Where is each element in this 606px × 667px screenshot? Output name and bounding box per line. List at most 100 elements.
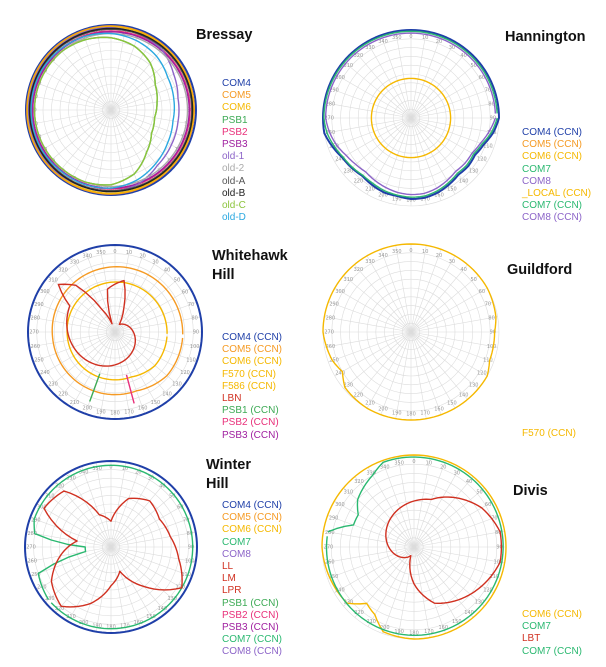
series-line (324, 32, 497, 196)
grid-spoke (95, 109, 112, 194)
legend-entry: COM4 (CCN) (222, 332, 282, 343)
grid-spoke (39, 331, 116, 376)
grid-spoke (410, 245, 427, 333)
angle-tick-label: 340 (380, 464, 390, 470)
legend-entry: COM6 (CCN) (522, 151, 582, 163)
angle-tick-label: 20 (436, 39, 442, 45)
grid-spoke (36, 546, 112, 591)
angle-tick-label: 300 (335, 289, 345, 295)
series-line (28, 27, 194, 193)
angle-tick-label: 110 (186, 357, 196, 363)
grid-spoke (37, 109, 112, 153)
polar-grid (322, 29, 500, 207)
grid-spoke (410, 264, 468, 333)
angle-tick-label: 10 (422, 35, 428, 41)
angle-tick-label: 290 (329, 515, 339, 521)
angle-tick-label: 290 (34, 302, 44, 308)
angle-tick-label: 230 (45, 596, 55, 602)
legend-entry: COM5 (222, 90, 251, 102)
angle-tick-label: 120 (477, 157, 487, 163)
grid-spoke (410, 275, 479, 333)
grid-spoke (110, 546, 196, 563)
grid-spoke (397, 546, 415, 638)
grid-spoke (354, 50, 412, 119)
angle-tick-label: 260 (27, 559, 37, 565)
grid-spoke (36, 503, 112, 548)
series-line (26, 25, 196, 195)
grid-spoke (410, 31, 427, 119)
angle-tick-label: 140 (459, 392, 469, 398)
grid-spoke (114, 331, 182, 389)
legend-entry: F570 (CCN) (522, 428, 576, 439)
series-line (27, 244, 203, 420)
angle-tick-label: 260 (31, 344, 41, 350)
angle-tick-label: 70 (485, 88, 491, 94)
grid-spoke (354, 331, 412, 400)
chart-title: Winter Hill (206, 457, 251, 492)
grid-spoke (354, 117, 412, 186)
angle-tick-label: 320 (55, 483, 65, 489)
grid-spoke (110, 109, 166, 176)
legend-entry: COM7 (522, 621, 551, 633)
angle-tick-label: 190 (96, 409, 106, 415)
angle-tick-label: 40 (466, 479, 472, 485)
angle-tick-label: 160 (434, 193, 444, 199)
grid-spoke (30, 546, 112, 577)
series-line (24, 460, 198, 634)
angle-tick-label: 230 (344, 382, 354, 388)
angle-tick-label: 130 (469, 168, 479, 174)
grid-spoke (395, 117, 412, 205)
angle-tick-label: 330 (365, 45, 375, 51)
series-line (125, 374, 135, 404)
angle-tick-label: 80 (488, 101, 494, 107)
angle-tick-label: 160 (134, 620, 144, 626)
chart-legend: F570 (CCN) (522, 428, 576, 440)
angle-tick-label: 250 (329, 358, 339, 364)
chart-legend: COM6 (CCN) COM7 LBT COM7 (CCN) (522, 609, 582, 658)
angle-tick-label: 200 (83, 406, 93, 412)
angle-tick-label: 270 (324, 116, 334, 122)
grid-spoke (413, 546, 485, 607)
angle-tick-label: 240 (40, 370, 50, 376)
grid-spoke (110, 30, 141, 111)
angle-tick-label: 0 (409, 34, 412, 40)
grid-spoke (410, 255, 456, 333)
grid-spoke (382, 546, 415, 634)
grid-spoke (110, 109, 191, 140)
angle-tick-label: 50 (174, 278, 180, 284)
angle-tick-label: 70 (491, 515, 497, 521)
legend-entry: LM (222, 573, 236, 585)
grid-spoke (81, 109, 112, 190)
grid-spoke (26, 546, 112, 563)
angle-tick-label: 300 (335, 75, 345, 81)
grid-spoke (410, 331, 488, 377)
grid-spoke (366, 41, 412, 119)
grid-spoke (324, 117, 412, 134)
series-line (29, 28, 193, 192)
grid-spoke (413, 546, 431, 638)
grid-spoke (410, 331, 442, 415)
legend-entry: LBT (522, 633, 541, 645)
legend-entry: LPR (222, 585, 242, 597)
grid-spoke (366, 331, 412, 409)
grid-spoke (413, 467, 461, 548)
series-line (31, 30, 191, 190)
angle-tick-label: 70 (188, 302, 194, 308)
angle-tick-label: 80 (495, 530, 501, 536)
grid-spoke (380, 35, 412, 119)
grid-spoke (45, 109, 112, 165)
angle-tick-label: 50 (471, 277, 477, 283)
polar-plot: 0 102030405060708090100110120130140150160… (24, 460, 198, 634)
legend-entry: PSB2 (CCN) (222, 417, 279, 429)
grid-spoke (410, 50, 468, 119)
angle-tick-label: 340 (83, 254, 93, 260)
angle-tick-label: 280 (326, 101, 336, 107)
series-line (33, 464, 194, 630)
angle-tick-label: 100 (185, 559, 195, 565)
grid-spoke (413, 487, 485, 548)
legend-entry: COM6 (CCN) (222, 356, 282, 368)
angle-tick-label: 350 (392, 249, 402, 255)
grid-spoke (58, 331, 116, 399)
angle-tick-label: 170 (420, 410, 430, 416)
angle-tick-label: 160 (138, 406, 148, 412)
